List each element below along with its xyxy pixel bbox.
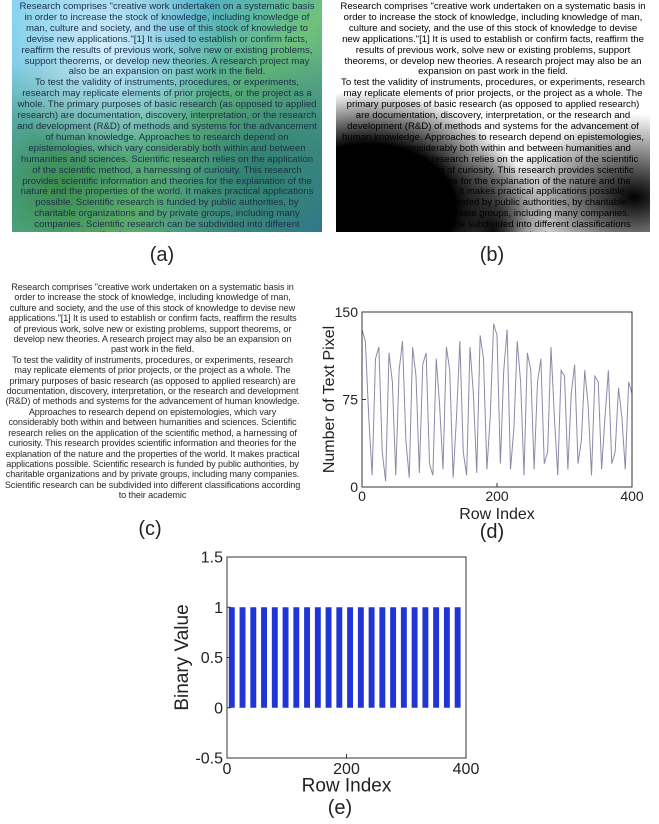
bar [347,607,353,708]
bar [379,607,385,708]
bar [240,607,246,708]
y-axis-label: Number of Text Pixel [321,326,338,473]
x-tick-label: 0 [223,761,232,778]
bar [315,607,321,708]
y-tick-label: 0 [214,700,223,717]
x-tick-label: 0 [358,488,366,504]
y-tick-label: 0.5 [201,650,223,667]
bar [358,607,364,708]
bar [336,607,342,708]
bar [326,607,332,708]
y-tick-label: -0.5 [195,751,223,768]
y-tick-label: 1.5 [201,550,223,567]
y-tick-label: 0 [350,479,358,495]
bar [455,607,461,708]
bar [390,607,396,708]
x-tick-label: 200 [485,488,509,504]
y-tick-label: 1 [214,600,223,617]
bar [283,607,289,708]
bar [272,607,278,708]
panel-label: (e) [328,797,352,819]
y-tick-label: 150 [335,304,359,320]
bar [250,607,256,708]
x-tick-label: 400 [620,488,644,504]
bar [261,607,267,708]
bar [304,607,310,708]
x-axis-label: Row Index [302,776,392,797]
bar [444,607,450,708]
bar [412,607,418,708]
bar [293,607,299,708]
panel-label: (d) [480,521,504,543]
y-axis-label: Binary Value [172,604,193,710]
charts: 0 75 150 0 200 400 Row Index Number of Text Pix… [0,0,659,824]
figure: {"figure": { "paragraphs": [ "Research c… [0,0,659,824]
bar [369,607,375,708]
bar [422,607,428,708]
bar [433,607,439,708]
data-line [362,324,632,482]
bar [401,607,407,708]
x-tick-label: 400 [453,761,480,778]
y-tick-label: 75 [342,391,358,407]
